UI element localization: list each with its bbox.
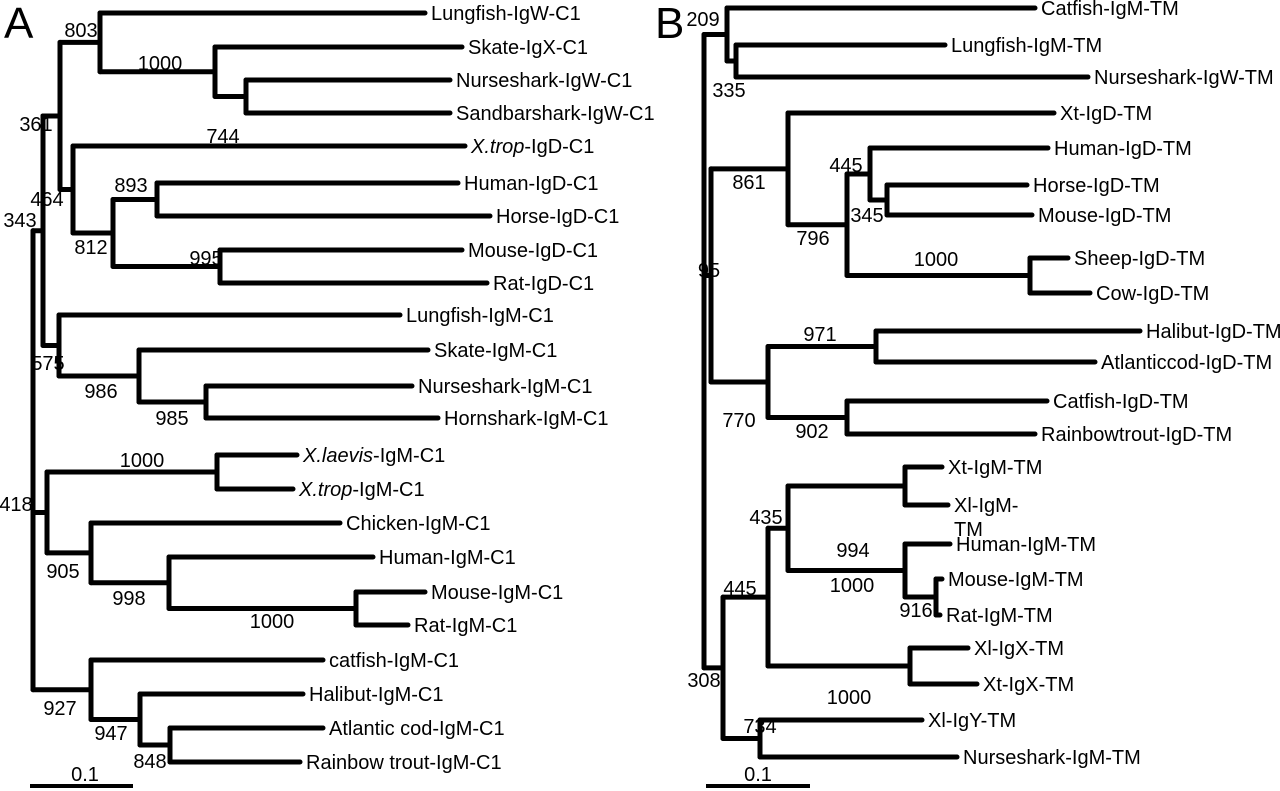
leaf-label: Rainbowtrout-IgD-TM	[1041, 424, 1232, 446]
bootstrap-value: 916	[899, 600, 932, 622]
leaf-label: Xl-IgY-TM	[928, 710, 1016, 732]
bootstrap-value: 812	[74, 237, 107, 259]
panel-b-tree: Catfish-IgM-TM Lungfish-IgM-TM Nurseshark-…	[701, 0, 1280, 769]
scale-bar-label: 0.1	[744, 764, 772, 786]
bootstrap-value: 361	[19, 114, 52, 136]
panel-a-scale-bar: 0.1	[30, 764, 133, 788]
leaf-label: Xt-IgX-TM	[983, 674, 1074, 696]
leaf-label: X.trop-IgM-C1	[298, 479, 425, 501]
panel-b-letter: B	[655, 0, 684, 48]
bootstrap-value: 1000	[138, 53, 183, 75]
leaf-label: Lungfish-IgM-C1	[406, 305, 554, 327]
panel-B: B Catfish-IgM-TM Lungfish-IgM-TM Nurseshar…	[655, 0, 1280, 788]
bootstrap-value: 947	[94, 723, 127, 745]
bootstrap-value: 893	[114, 175, 147, 197]
bootstrap-value: 445	[723, 578, 756, 600]
bootstrap-value: 209	[686, 9, 719, 31]
bootstrap-value: 848	[133, 751, 166, 773]
leaf-label: Skate-IgM-C1	[434, 340, 557, 362]
bootstrap-value: 803	[64, 20, 97, 42]
leaf-label: Xt-IgD-TM	[1060, 103, 1152, 125]
leaf-label: Cow-IgD-TM	[1096, 283, 1209, 305]
leaf-label: X.laevis-IgM-C1	[302, 445, 445, 467]
leaf-label: Skate-IgX-C1	[468, 37, 588, 59]
bootstrap-value: 1000	[830, 575, 875, 597]
leaf-label: Human-IgD-TM	[1054, 138, 1192, 160]
panel-a-tree: Lungfish-IgW-C1 Skate-IgX-C1 Nurseshark-Ig…	[30, 3, 655, 774]
leaf-label: Mouse-IgD-C1	[468, 240, 598, 262]
bootstrap-value: 861	[732, 172, 765, 194]
leaf-label: Rainbow trout-IgM-C1	[306, 752, 502, 774]
leaf-label: Catfish-IgM-TM	[1041, 0, 1179, 20]
bootstrap-value: 1000	[827, 687, 872, 709]
leaf-label: Lungfish-IgW-C1	[431, 3, 581, 25]
leaf-label: Halibut-IgM-C1	[309, 684, 443, 706]
leaf-label: Human-IgM-TM	[956, 534, 1096, 556]
leaf-label: Nurseshark-IgM-C1	[418, 376, 592, 398]
leaf-label: Mouse-IgM-C1	[431, 582, 563, 604]
bootstrap-value: 1000	[914, 249, 959, 271]
leaf-label: Nurseshark-IgM-TM	[963, 747, 1141, 769]
leaf-label: Rat-IgD-C1	[493, 273, 594, 295]
bootstrap-value: 734	[743, 716, 776, 738]
leaf-label: Lungfish-IgM-TM	[951, 35, 1102, 57]
bootstrap-value: 986	[84, 381, 117, 403]
bootstrap-value: 770	[722, 410, 755, 432]
leaf-label: Horse-IgD-TM	[1033, 175, 1160, 197]
bootstrap-value: 1000	[250, 611, 295, 633]
leaf-label: Human-IgM-C1	[379, 547, 516, 569]
panel-a-letter: A	[4, 0, 34, 48]
bootstrap-value: 445	[829, 155, 862, 177]
leaf-label: X.trop-IgD-C1	[470, 136, 594, 158]
leaf-label: Nurseshark-IgW-C1	[456, 70, 632, 92]
leaf-label: Nurseshark-IgW-TM	[1094, 67, 1274, 89]
leaf-label: Rat-IgM-C1	[414, 615, 517, 637]
bootstrap-value: 95	[698, 260, 720, 282]
leaf-label: Horse-IgD-C1	[496, 206, 619, 228]
bootstrap-value: 927	[43, 698, 76, 720]
bootstrap-value: 998	[112, 588, 145, 610]
leaf-label: Atlantic cod-IgM-C1	[329, 718, 505, 740]
bootstrap-value: 905	[46, 561, 79, 583]
leaf-label: Rat-IgM-TM	[946, 605, 1053, 627]
panel-A: A Lungfish-IgW-C1 Skate-IgX-C1 Nurseshark-…	[0, 0, 655, 788]
bootstrap-value: 575	[31, 353, 64, 375]
leaf-label: Sheep-IgD-TM	[1074, 248, 1205, 270]
bootstrap-value: 335	[712, 80, 745, 102]
bootstrap-value: 995	[189, 248, 222, 270]
leaf-label: Hornshark-IgM-C1	[444, 408, 608, 430]
bootstrap-value: 994	[836, 540, 869, 562]
leaf-label: Atlanticcod-IgD-TM	[1101, 352, 1272, 374]
panel-b-support-values: 209 335 445 861 345 796 1000 95 971 770 902 435 994 1…	[686, 9, 958, 738]
bootstrap-value: 744	[206, 126, 239, 148]
bootstrap-value: 464	[30, 189, 63, 211]
leaf-label: Catfish-IgD-TM	[1053, 391, 1189, 413]
bootstrap-value: 345	[850, 205, 883, 227]
scale-bar-label: 0.1	[71, 764, 99, 786]
leaf-label: Halibut-IgD-TM	[1146, 321, 1280, 343]
bootstrap-value: 985	[155, 408, 188, 430]
leaf-label: Xt-IgM-TM	[948, 457, 1042, 479]
leaf-label: catfish-IgM-C1	[329, 650, 459, 672]
leaf-label: Mouse-IgM-TM	[948, 569, 1084, 591]
leaf-label: Xl-IgM-TM	[954, 495, 1018, 541]
bootstrap-value: 418	[0, 494, 33, 516]
bootstrap-value: 796	[796, 228, 829, 250]
leaf-label: Sandbarshark-IgW-C1	[456, 103, 655, 125]
bootstrap-value: 1000	[120, 450, 165, 472]
bootstrap-value: 971	[803, 324, 836, 346]
leaf-label: Human-IgD-C1	[464, 173, 598, 195]
bootstrap-value: 435	[749, 507, 782, 529]
leaf-label: Xl-IgX-TM	[974, 638, 1064, 660]
bootstrap-value: 902	[795, 421, 828, 443]
leaf-label: Chicken-IgM-C1	[346, 513, 490, 535]
leaf-label: Mouse-IgD-TM	[1038, 205, 1171, 227]
bootstrap-value: 308	[687, 670, 720, 692]
bootstrap-value: 343	[3, 210, 36, 232]
panel-b-scale-bar: 0.1	[706, 764, 810, 788]
